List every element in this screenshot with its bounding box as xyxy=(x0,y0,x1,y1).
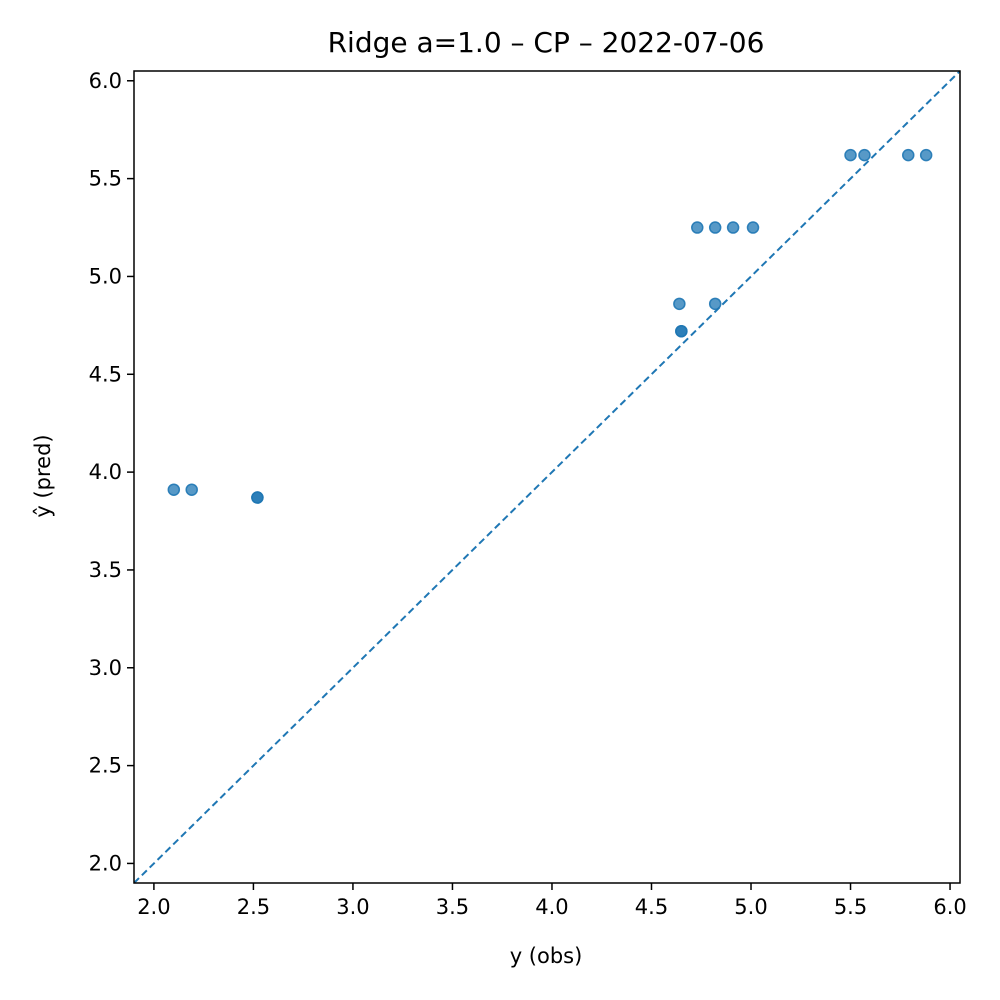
plot-area xyxy=(133,70,961,884)
y-tick-label: 6.0 xyxy=(89,69,122,93)
data-point xyxy=(844,148,857,162)
data-point xyxy=(675,324,688,338)
x-tick-label: 2.5 xyxy=(237,895,270,919)
y-tick-label: 3.5 xyxy=(89,558,122,582)
x-axis-label: y (obs) xyxy=(510,944,583,968)
data-point xyxy=(691,221,704,234)
x-tick-label: 6.0 xyxy=(933,895,966,919)
data-point xyxy=(167,483,181,496)
y-tick-label: 3.0 xyxy=(89,656,122,680)
y-tick-label: 2.5 xyxy=(89,754,122,778)
plot-frame xyxy=(133,70,961,884)
x-tick-label: 4.5 xyxy=(635,895,668,919)
data-points xyxy=(167,148,933,504)
data-point xyxy=(185,483,198,496)
y-tick-label: 2.0 xyxy=(89,851,122,875)
data-point xyxy=(858,148,871,162)
y-tick-label: 4.0 xyxy=(89,460,122,484)
data-point xyxy=(251,491,264,504)
y-tick-label: 5.5 xyxy=(89,167,122,191)
data-point xyxy=(902,148,915,162)
data-point xyxy=(746,221,760,234)
y-tick-label: 5.0 xyxy=(89,264,122,288)
x-tick-label: 2.0 xyxy=(137,895,170,919)
identity-reference-line xyxy=(133,70,961,884)
data-point xyxy=(919,148,933,162)
x-tick-label: 3.0 xyxy=(336,895,369,919)
y-axis-ticks: 2.0 2.5 3.0 3.5 4.0 4.5 5.0 5.5 6.0 xyxy=(89,69,134,875)
x-tick-label: 5.5 xyxy=(834,895,867,919)
y-axis-label: ŷ (pred) xyxy=(31,434,55,517)
data-point xyxy=(708,221,722,234)
x-tick-label: 4.0 xyxy=(535,895,568,919)
data-point xyxy=(726,221,740,234)
x-tick-label: 3.5 xyxy=(436,895,469,919)
data-point xyxy=(673,297,686,311)
y-tick-label: 4.5 xyxy=(89,362,122,386)
x-axis-ticks: 2.0 2.5 3.0 3.5 4.0 4.5 5.0 5.5 6.0 xyxy=(137,883,967,919)
data-point xyxy=(708,297,722,311)
x-tick-label: 5.0 xyxy=(734,895,767,919)
chart-title: Ridge a=1.0 – CP – 2022-07-06 xyxy=(328,26,765,59)
